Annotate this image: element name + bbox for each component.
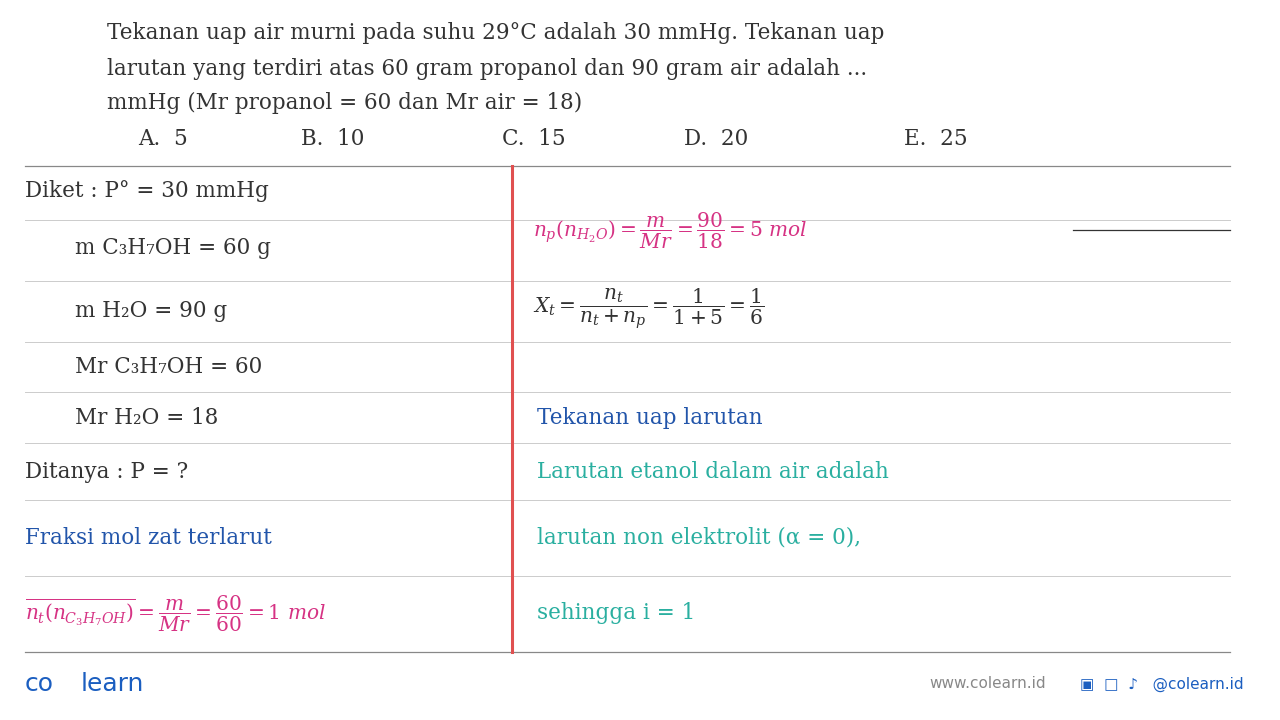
Text: www.colearn.id: www.colearn.id (929, 677, 1046, 691)
Text: larutan yang terdiri atas 60 gram propanol dan 90 gram air adalah ...: larutan yang terdiri atas 60 gram propan… (106, 58, 867, 80)
Text: B.  10: B. 10 (301, 128, 365, 150)
Text: Fraksi mol zat terlarut: Fraksi mol zat terlarut (26, 527, 271, 549)
Text: $n_p(n_{H_2O}) = \dfrac{m}{Mr} = \dfrac{90}{18} = 5\ \mathit{mol}$: $n_p(n_{H_2O}) = \dfrac{m}{Mr} = \dfrac{… (534, 210, 808, 251)
Text: m H₂O = 90 g: m H₂O = 90 g (76, 300, 228, 322)
Text: ▣  □  ♪   @colearn.id: ▣ □ ♪ @colearn.id (1079, 676, 1243, 692)
Text: Tekanan uap air murni pada suhu 29°C adalah 30 mmHg. Tekanan uap: Tekanan uap air murni pada suhu 29°C ada… (106, 22, 884, 44)
Text: D.  20: D. 20 (684, 128, 749, 150)
Text: Larutan etanol dalam air adalah: Larutan etanol dalam air adalah (538, 461, 890, 482)
Text: co: co (26, 672, 54, 696)
Text: $\overline{n_t(n_{C_3H_7OH})} = \dfrac{m}{Mr} = \dfrac{60}{60} = 1\ \mathit{mol}: $\overline{n_t(n_{C_3H_7OH})} = \dfrac{m… (26, 593, 326, 634)
Text: learn: learn (81, 672, 143, 696)
Text: Ditanya : P = ?: Ditanya : P = ? (26, 461, 188, 482)
Text: C.  15: C. 15 (502, 128, 566, 150)
Text: sehingga i = 1: sehingga i = 1 (538, 603, 695, 624)
Text: A.  5: A. 5 (138, 128, 188, 150)
Text: Tekanan uap larutan: Tekanan uap larutan (538, 407, 763, 428)
Text: mmHg (Mr propanol = 60 dan Mr air = 18): mmHg (Mr propanol = 60 dan Mr air = 18) (106, 91, 582, 114)
Text: Mr C₃H₇OH = 60: Mr C₃H₇OH = 60 (76, 356, 262, 378)
Text: $X_t = \dfrac{n_t}{n_t + n_p} = \dfrac{1}{1+5} = \dfrac{1}{6}$: $X_t = \dfrac{n_t}{n_t + n_p} = \dfrac{1… (534, 286, 765, 330)
Text: m C₃H₇OH = 60 g: m C₃H₇OH = 60 g (76, 238, 271, 259)
Text: Diket : P° = 30 mmHg: Diket : P° = 30 mmHg (26, 180, 269, 202)
Text: larutan non elektrolit (α = 0),: larutan non elektrolit (α = 0), (538, 527, 861, 549)
Text: Mr H₂O = 18: Mr H₂O = 18 (76, 407, 219, 428)
Text: E.  25: E. 25 (904, 128, 968, 150)
